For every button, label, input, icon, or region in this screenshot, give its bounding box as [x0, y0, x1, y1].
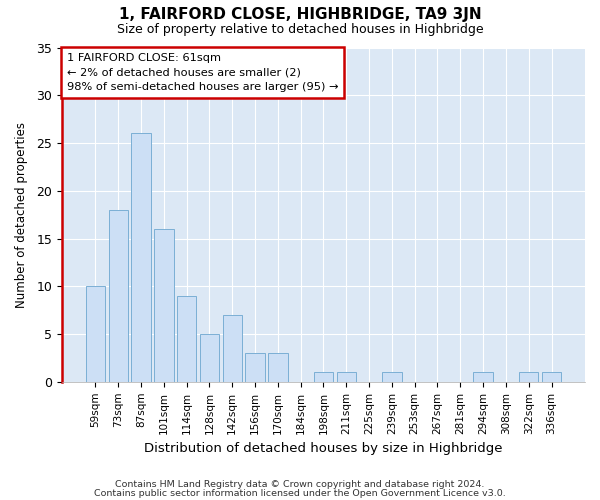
Bar [268, 353, 287, 382]
Text: Contains HM Land Registry data © Crown copyright and database right 2024.: Contains HM Land Registry data © Crown c… [115, 480, 485, 489]
Bar [86, 286, 105, 382]
Bar [245, 353, 265, 382]
Bar [154, 229, 173, 382]
X-axis label: Distribution of detached houses by size in Highbridge: Distribution of detached houses by size … [144, 442, 503, 455]
Bar [200, 334, 219, 382]
Bar [109, 210, 128, 382]
Bar [223, 315, 242, 382]
Bar [473, 372, 493, 382]
Text: 1 FAIRFORD CLOSE: 61sqm
← 2% of detached houses are smaller (2)
98% of semi-deta: 1 FAIRFORD CLOSE: 61sqm ← 2% of detached… [67, 52, 338, 92]
Text: Contains public sector information licensed under the Open Government Licence v3: Contains public sector information licen… [94, 488, 506, 498]
Bar [382, 372, 401, 382]
Text: 1, FAIRFORD CLOSE, HIGHBRIDGE, TA9 3JN: 1, FAIRFORD CLOSE, HIGHBRIDGE, TA9 3JN [119, 8, 481, 22]
Y-axis label: Number of detached properties: Number of detached properties [15, 122, 28, 308]
Bar [519, 372, 538, 382]
Bar [314, 372, 333, 382]
Bar [542, 372, 561, 382]
Bar [131, 134, 151, 382]
Bar [337, 372, 356, 382]
Text: Size of property relative to detached houses in Highbridge: Size of property relative to detached ho… [116, 22, 484, 36]
Bar [177, 296, 196, 382]
